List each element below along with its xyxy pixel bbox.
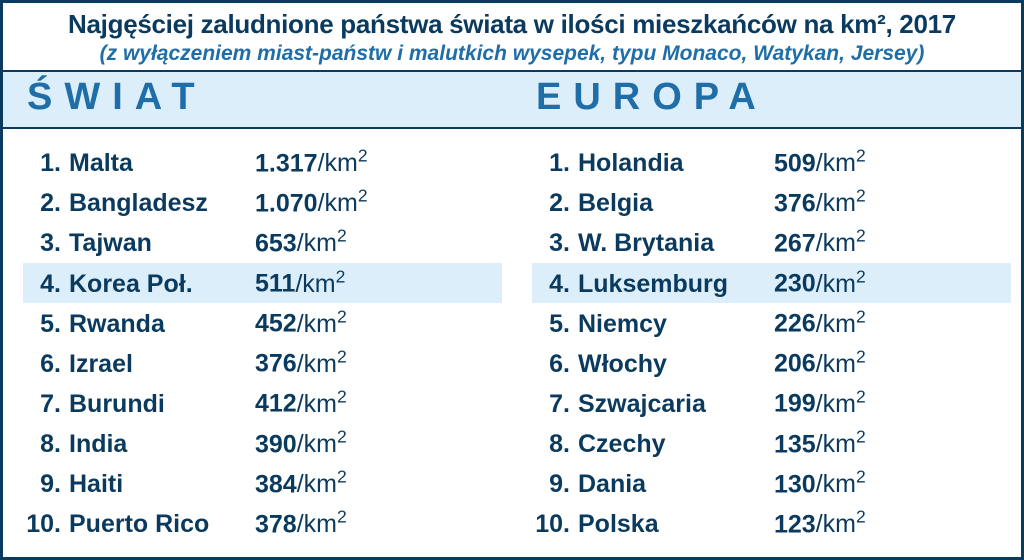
list-item: 1.Holandia509/km2	[532, 143, 1011, 183]
list-item: 3.W. Brytania267/km2	[532, 223, 1011, 263]
list-item: 7.Szwajcaria199/km2	[532, 383, 1011, 423]
rank: 10.	[532, 505, 574, 544]
rank: 3.	[23, 224, 65, 263]
heading-world: ŚWIAT	[3, 72, 512, 127]
country-name: Izrael	[65, 345, 255, 384]
country-name: Korea Poł.	[65, 265, 255, 304]
country-name: India	[65, 425, 255, 464]
list-item: 8.Czechy135/km2	[532, 424, 1011, 464]
density-value: 509/km2	[774, 143, 866, 183]
main-title: Najgęściej zaludnione państwa świata w i…	[21, 9, 1003, 40]
rank: 6.	[532, 345, 574, 384]
country-name: Polska	[574, 505, 774, 544]
density-value: 226/km2	[774, 303, 866, 343]
density-value: 1.317/km2	[255, 143, 368, 183]
density-value: 199/km2	[774, 383, 866, 423]
density-value: 267/km2	[774, 223, 866, 263]
country-name: Burundi	[65, 385, 255, 424]
rank: 6.	[23, 345, 65, 384]
rank: 1.	[532, 144, 574, 183]
list-item: 5.Niemcy226/km2	[532, 303, 1011, 343]
rank: 4.	[532, 265, 574, 304]
country-name: Belgia	[574, 184, 774, 223]
density-value: 452/km2	[255, 303, 347, 343]
country-name: Czechy	[574, 425, 774, 464]
density-value: 390/km2	[255, 424, 347, 464]
rank: 8.	[532, 425, 574, 464]
lists-container: 1.Malta1.317/km22.Bangladesz1.070/km23.T…	[3, 129, 1021, 557]
rank: 9.	[23, 465, 65, 504]
infographic-frame: Najgęściej zaludnione państwa świata w i…	[0, 0, 1024, 560]
list-item: 9.Dania130/km2	[532, 464, 1011, 504]
density-value: 376/km2	[255, 343, 347, 383]
country-name: Puerto Rico	[65, 505, 255, 544]
column-headings: ŚWIAT EUROPA	[3, 72, 1021, 129]
rank: 1.	[23, 144, 65, 183]
list-item: 9.Haiti384/km2	[23, 464, 502, 504]
list-item: 6.Izrael376/km2	[23, 343, 502, 383]
list-item: 3.Tajwan653/km2	[23, 223, 502, 263]
rank: 10.	[23, 505, 65, 544]
list-item: 7.Burundi412/km2	[23, 383, 502, 423]
rank: 2.	[23, 184, 65, 223]
rank: 9.	[532, 465, 574, 504]
density-value: 384/km2	[255, 464, 347, 504]
country-name: Niemcy	[574, 305, 774, 344]
rank: 7.	[532, 385, 574, 424]
country-name: Haiti	[65, 465, 255, 504]
header: Najgęściej zaludnione państwa świata w i…	[3, 3, 1021, 72]
density-value: 206/km2	[774, 343, 866, 383]
rank: 2.	[532, 184, 574, 223]
country-name: Dania	[574, 465, 774, 504]
list-item: 2.Bangladesz1.070/km2	[23, 183, 502, 223]
list-item: 10.Polska123/km2	[532, 504, 1011, 544]
density-value: 378/km2	[255, 504, 347, 544]
country-name: Holandia	[574, 144, 774, 183]
heading-europe: EUROPA	[512, 72, 1021, 127]
country-name: Bangladesz	[65, 184, 255, 223]
country-name: W. Brytania	[574, 224, 774, 263]
country-name: Luksemburg	[574, 265, 774, 304]
country-name: Tajwan	[65, 224, 255, 263]
density-value: 376/km2	[774, 183, 866, 223]
title-text: Najgęściej zaludnione państwa świata w i…	[68, 9, 956, 39]
rank: 5.	[532, 305, 574, 344]
list-item: 5.Rwanda452/km2	[23, 303, 502, 343]
list-item: 4.Korea Poł.511/km2	[23, 263, 502, 303]
density-value: 1.070/km2	[255, 183, 368, 223]
country-name: Włochy	[574, 345, 774, 384]
list-world: 1.Malta1.317/km22.Bangladesz1.070/km23.T…	[3, 129, 512, 557]
country-name: Szwajcaria	[574, 385, 774, 424]
rank: 8.	[23, 425, 65, 464]
density-value: 511/km2	[255, 263, 345, 303]
rank: 5.	[23, 305, 65, 344]
density-value: 135/km2	[774, 424, 866, 464]
list-item: 10.Puerto Rico378/km2	[23, 504, 502, 544]
subtitle: (z wyłączeniem miast-państw i malutkich …	[21, 42, 1003, 66]
country-name: Malta	[65, 144, 255, 183]
rank: 7.	[23, 385, 65, 424]
list-item: 8.India390/km2	[23, 424, 502, 464]
rank: 4.	[23, 265, 65, 304]
country-name: Rwanda	[65, 305, 255, 344]
density-value: 653/km2	[255, 223, 347, 263]
density-value: 123/km2	[774, 504, 866, 544]
list-europe: 1.Holandia509/km22.Belgia376/km23.W. Bry…	[512, 129, 1021, 557]
list-item: 6.Włochy206/km2	[532, 343, 1011, 383]
list-item: 2.Belgia376/km2	[532, 183, 1011, 223]
heading-world-text: ŚWIAT	[27, 76, 488, 119]
density-value: 130/km2	[774, 464, 866, 504]
list-item: 1.Malta1.317/km2	[23, 143, 502, 183]
heading-europe-text: EUROPA	[536, 76, 997, 119]
density-value: 412/km2	[255, 383, 347, 423]
density-value: 230/km2	[774, 263, 866, 303]
rank: 3.	[532, 224, 574, 263]
list-item: 4.Luksemburg230/km2	[532, 263, 1011, 303]
